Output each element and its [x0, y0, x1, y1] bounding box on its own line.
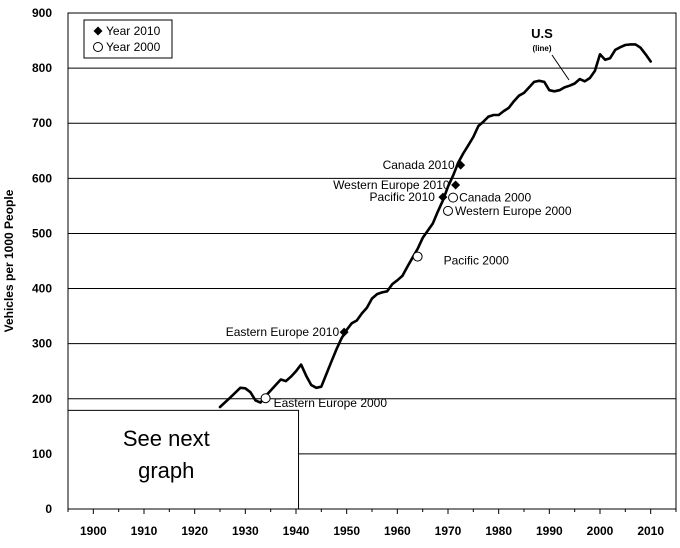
- marker-eastern-europe-2000: [260, 393, 271, 404]
- legend-circle-icon: [93, 42, 103, 52]
- label-western-europe-2000: Western Europe 2000: [455, 204, 572, 218]
- x-tick-label-1940: 1940: [283, 524, 310, 538]
- marker-pacific-2010: [438, 192, 448, 202]
- x-tick-label-2010: 2010: [637, 524, 664, 538]
- note-box-rect: [67, 409, 300, 510]
- marker-western-europe-2010: [451, 180, 461, 190]
- label-western-europe-2010: Western Europe 2010: [333, 178, 450, 192]
- legend-label-2010: Year 2010: [106, 24, 161, 38]
- label-eastern-europe-2010: Eastern Europe 2010: [226, 325, 340, 339]
- x-tick-label-1990: 1990: [536, 524, 563, 538]
- y-tick-label-900: 900: [32, 6, 52, 20]
- marker-canada-2010: [456, 160, 466, 170]
- us-label-arrow: [551, 54, 570, 81]
- legend: Year 2010 Year 2000: [83, 19, 173, 59]
- marker-western-europe-2000: [443, 205, 453, 216]
- label-canada-2010: Canada 2010: [383, 158, 455, 172]
- y-tick-label-300: 300: [32, 337, 52, 351]
- marker-eastern-europe-2010: [339, 327, 349, 337]
- y-axis-ticks: 0 100 200 300 400 500 600 700 800 900: [32, 6, 52, 516]
- us-label: U.S (line): [531, 26, 570, 81]
- x-tick-label-2000: 2000: [587, 524, 614, 538]
- note-box: See next graph: [67, 409, 300, 510]
- legend-diamond-icon: [93, 26, 103, 36]
- label-pacific-2000: Pacific 2000: [444, 254, 510, 268]
- y-tick-label-500: 500: [32, 226, 52, 240]
- x-tick-label-1900: 1900: [80, 524, 107, 538]
- y-tick-label-800: 800: [32, 61, 52, 75]
- x-tick-label-1950: 1950: [333, 524, 360, 538]
- data-points: [260, 160, 466, 404]
- x-axis-ticks: 1900 1910 1920 1930 1940 1950 1960 1970 1980 1990…: [67, 509, 677, 538]
- y-tick-label-200: 200: [32, 392, 52, 406]
- y-tick-label-700: 700: [32, 116, 52, 130]
- y-tick-label-600: 600: [32, 171, 52, 185]
- marker-pacific-2000: [412, 251, 423, 262]
- legend-label-2000: Year 2000: [106, 40, 161, 54]
- series-line-us: [218, 43, 652, 409]
- y-tick-label-100: 100: [32, 447, 52, 461]
- x-tick-label-1980: 1980: [485, 524, 512, 538]
- x-tick-label-1920: 1920: [181, 524, 208, 538]
- label-canada-2000: Canada 2000: [459, 191, 531, 205]
- x-tick-label-1970: 1970: [435, 524, 462, 538]
- note-line-2: graph: [138, 458, 194, 483]
- label-eastern-europe-2000: Eastern Europe 2000: [274, 396, 388, 410]
- us-label-title: U.S: [531, 26, 553, 41]
- label-pacific-2010: Pacific 2010: [370, 190, 436, 204]
- marker-canada-2000: [448, 192, 459, 203]
- y-tick-label-0: 0: [45, 502, 52, 516]
- y-axis-label: Vehicles per 1000 People: [2, 189, 16, 332]
- x-tick-label-1960: 1960: [384, 524, 411, 538]
- y-tick-label-400: 400: [32, 282, 52, 296]
- us-label-subtitle: (line): [532, 44, 551, 53]
- x-tick-label-1910: 1910: [131, 524, 158, 538]
- x-tick-label-1930: 1930: [232, 524, 259, 538]
- note-line-1: See next: [123, 426, 210, 451]
